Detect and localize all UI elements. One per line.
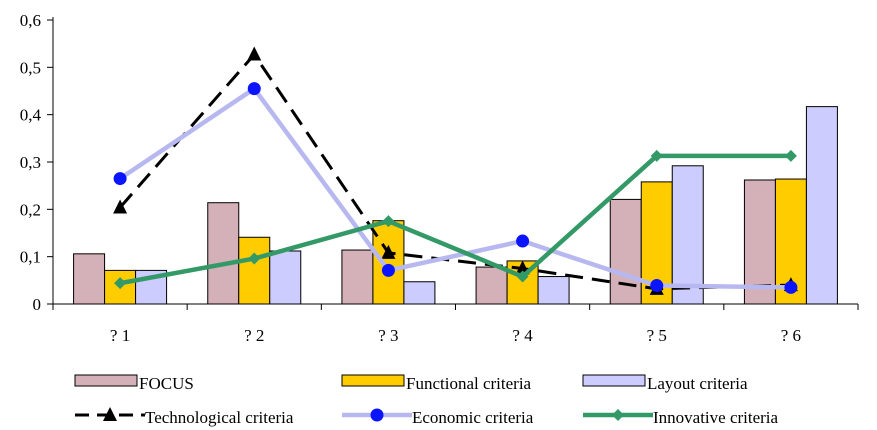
y-tick-label: 0,2	[20, 200, 41, 219]
lines	[113, 46, 798, 295]
legend-label-innovative-criteria: Innovative criteria	[653, 408, 779, 427]
point-economic-criteria	[650, 279, 664, 293]
legend-label-functional-criteria: Functional criteria	[406, 374, 532, 393]
point-innovative-criteria	[382, 215, 395, 228]
line-economic-criteria	[118, 86, 791, 290]
x-tick-label: ? 6	[781, 326, 801, 345]
bar-focus	[207, 202, 240, 305]
x-tick-label: ? 1	[110, 326, 130, 345]
point-innovative-criteria	[516, 270, 529, 283]
point-technological-criteria	[113, 199, 128, 214]
point-innovative-criteria	[650, 149, 663, 162]
point-economic-criteria	[516, 234, 530, 248]
legend-label-focus: FOCUS	[139, 374, 194, 393]
legend-swatch-focus	[74, 374, 138, 387]
bar-layout-criteria	[537, 276, 570, 305]
bar-layout-criteria	[671, 165, 704, 305]
legend-label-layout-criteria: Layout criteria	[647, 374, 748, 393]
point-economic-criteria	[247, 82, 261, 96]
point-innovative-criteria	[114, 277, 127, 290]
line-innovative-criteria	[119, 153, 791, 286]
bar-functional-criteria	[372, 220, 405, 305]
bar-layout-criteria	[269, 250, 302, 305]
y-tick-label: 0	[33, 295, 42, 314]
line-technological-criteria	[118, 53, 791, 291]
legend-marker-technological-criteria	[103, 407, 117, 421]
axes	[47, 17, 859, 310]
legend-swatch-functional-criteria	[341, 374, 405, 387]
legend-marker-economic-criteria	[370, 408, 384, 422]
legend-label-economic-criteria: Economic criteria	[412, 408, 534, 427]
legend-marker-innovative-criteria	[612, 409, 624, 421]
point-innovative-criteria	[248, 252, 261, 265]
bars	[73, 106, 838, 305]
x-tick-label: ? 5	[647, 326, 667, 345]
legend-swatch-layout-criteria	[582, 374, 646, 387]
y-tick-label: 0,4	[20, 106, 42, 125]
point-economic-criteria	[113, 172, 127, 186]
y-tick-label: 0,3	[20, 153, 41, 172]
y-tick-label: 0,5	[20, 58, 41, 77]
bar-focus	[73, 253, 106, 305]
x-tick-label: ? 3	[378, 326, 398, 345]
point-economic-criteria	[381, 263, 395, 277]
legend: FOCUS Functional criteria Layout criteria T…	[74, 374, 779, 427]
point-economic-criteria	[784, 280, 798, 294]
bar-layout-criteria	[805, 106, 838, 305]
point-technological-criteria	[247, 46, 262, 61]
x-tick-label: ? 4	[512, 326, 533, 345]
point-innovative-criteria	[784, 149, 797, 162]
bar-focus	[609, 198, 642, 305]
bar-functional-criteria	[238, 236, 271, 305]
labels: 0 0,1 0,2 0,3 0,4 0,5 0,6 ? 1 ? 2 ? 3 ? 4 ? 5 ? 6	[20, 11, 801, 345]
x-tick-label: ? 2	[244, 326, 264, 345]
bar-focus	[743, 179, 776, 305]
y-tick-label: 0,6	[20, 11, 41, 30]
point-technological-criteria	[381, 244, 396, 259]
bar-layout-criteria	[403, 281, 436, 305]
bar-focus	[341, 249, 374, 305]
y-tick-label: 0,1	[20, 248, 41, 267]
bar-focus	[475, 266, 508, 305]
legend-label-technological-criteria: Technological criteria	[145, 408, 294, 427]
